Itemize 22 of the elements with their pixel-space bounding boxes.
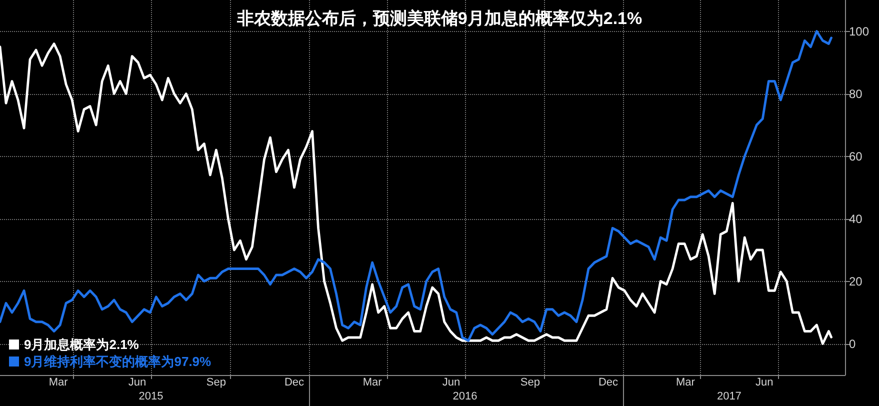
text: 非农数据公布后，预测美联储9月加息的概率仅为2.1%: [236, 9, 642, 28]
x-tick-label: Dec: [284, 376, 305, 388]
y-tick-label: 60: [849, 149, 863, 164]
y-tick-label: 40: [849, 212, 863, 226]
x-tick-label: Mar: [48, 376, 68, 388]
x-tick-label: Mar: [362, 376, 382, 388]
y-tick-label: 80: [849, 86, 863, 101]
x-tick-label: Jun: [755, 376, 774, 388]
y-tick-label: 20: [849, 274, 863, 288]
x-tick-label: Jun: [442, 376, 460, 388]
x2-tick-label: 2017: [716, 390, 742, 402]
x2-tick-label: 2016: [452, 390, 478, 402]
x-tick-label: Sep: [206, 376, 226, 388]
legend-label: 9月加息概率为2.1%: [24, 337, 140, 352]
x-tick-label: Mar: [676, 376, 696, 388]
x-tick-label: Sep: [520, 376, 540, 388]
x2-tick-label: 2015: [138, 390, 164, 402]
y-tick-label: 100: [849, 24, 870, 38]
x-tick-label: Jun: [128, 376, 146, 388]
x-tick-label: Dec: [598, 376, 619, 388]
y-tick-label: 0: [849, 336, 856, 351]
legend-label: 9月维持利率不变的概率为97.9%: [24, 354, 212, 369]
